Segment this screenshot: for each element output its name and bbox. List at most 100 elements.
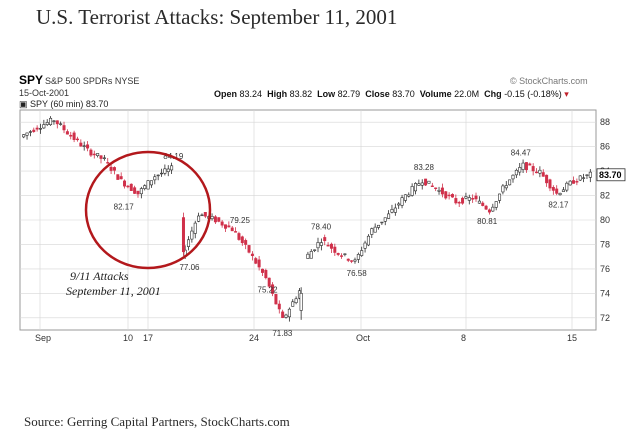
candle-body [471, 198, 475, 200]
candle-body [413, 183, 417, 192]
candle-body [360, 250, 364, 256]
candle-body [329, 243, 333, 249]
candle-body [464, 196, 468, 199]
candle-body [588, 171, 592, 178]
last-value-label: 83.70 [599, 170, 622, 180]
candle-body [568, 180, 572, 186]
volume-value: 22.0M [454, 89, 480, 99]
candle-body [434, 187, 438, 189]
high-label: High [267, 89, 288, 99]
candle-body [343, 253, 347, 255]
highlight-circle [84, 150, 212, 270]
candle-body [333, 246, 337, 253]
x-tick-label: Oct [356, 333, 371, 343]
candle-body [220, 221, 224, 226]
candle-body [240, 236, 244, 244]
candle-body [181, 217, 185, 253]
data-label: 79.25 [230, 216, 251, 225]
candle-body [163, 168, 167, 174]
candle-body [551, 187, 555, 191]
candle-body [417, 183, 421, 186]
candle-body [139, 188, 143, 195]
candle-body [356, 254, 360, 260]
candle-body [373, 226, 377, 233]
candle-body [440, 187, 444, 195]
candle-body [45, 122, 49, 125]
open-label: Open [214, 89, 238, 99]
candle-body [477, 200, 481, 204]
low-value: 82.79 [337, 89, 361, 99]
candle-body [363, 242, 367, 249]
candle-body [575, 181, 579, 183]
candle-body [444, 191, 448, 199]
candle-body [143, 185, 147, 189]
candle-body [346, 258, 350, 261]
candle-body [309, 251, 313, 259]
candle-body [28, 131, 32, 133]
candle-body [538, 169, 542, 174]
candle-body [69, 134, 73, 137]
candle-body [38, 128, 42, 130]
candle-body [514, 169, 518, 176]
candle-body [291, 301, 295, 307]
candle-body [92, 153, 96, 156]
candle-body [136, 190, 140, 195]
candle-body [284, 314, 288, 318]
chart-symbol: SPY [19, 73, 44, 87]
candle-body [380, 221, 384, 224]
down-triangle-icon: ▾ [564, 89, 569, 99]
candle-body [203, 212, 207, 217]
candle-body [454, 198, 458, 204]
candle-body [82, 145, 86, 147]
candle-body [126, 185, 130, 188]
candle-body [437, 189, 441, 192]
candle-body [86, 144, 90, 149]
candle-body [55, 120, 59, 125]
candle-body [264, 269, 268, 279]
candle-body [65, 131, 69, 135]
candle-body [319, 242, 323, 246]
candle-body [244, 240, 248, 245]
data-label: 84.47 [511, 148, 532, 157]
candle-body [487, 209, 491, 213]
candle-body [146, 180, 150, 190]
candle-body [353, 259, 357, 262]
candle-body [528, 163, 532, 166]
chg-value: -0.15 (-0.18%) [504, 89, 562, 99]
candle-body [393, 207, 397, 213]
candle-body [491, 206, 495, 212]
candle-body [257, 259, 261, 268]
candle-body [281, 311, 285, 318]
candle-body [170, 165, 174, 171]
candle-body [267, 277, 271, 287]
candle-body [387, 213, 391, 219]
candle-body [531, 166, 535, 172]
data-label: 80.81 [477, 217, 498, 226]
candle-body [187, 239, 191, 247]
x-tick-label: 24 [249, 333, 259, 343]
candle-body [447, 194, 451, 197]
candle-body [149, 180, 153, 186]
candle-body [558, 192, 562, 196]
series-icon: ▣ [19, 99, 28, 109]
candle-body [336, 252, 340, 255]
chart-date: 15-Oct-2001 [19, 88, 70, 98]
data-label: 76.58 [347, 269, 368, 278]
candle-body [52, 120, 56, 122]
chart-symbol-name: S&P 500 SPDRs NYSE [45, 76, 140, 86]
chg-label: Chg [484, 89, 502, 99]
candle-body [403, 194, 407, 201]
candle-body [424, 178, 428, 186]
candle-body [166, 168, 170, 172]
candle-body [227, 225, 231, 228]
data-label: 78.40 [311, 223, 332, 232]
y-tick-label: 82 [600, 191, 610, 201]
data-label: 82.17 [548, 200, 569, 209]
candle-body [467, 197, 471, 201]
high-value: 83.82 [289, 89, 313, 99]
candle-body [555, 188, 559, 194]
candle-body [582, 177, 586, 179]
close-label: Close [365, 89, 390, 99]
candle-body [461, 197, 465, 204]
candle-body [260, 268, 264, 273]
